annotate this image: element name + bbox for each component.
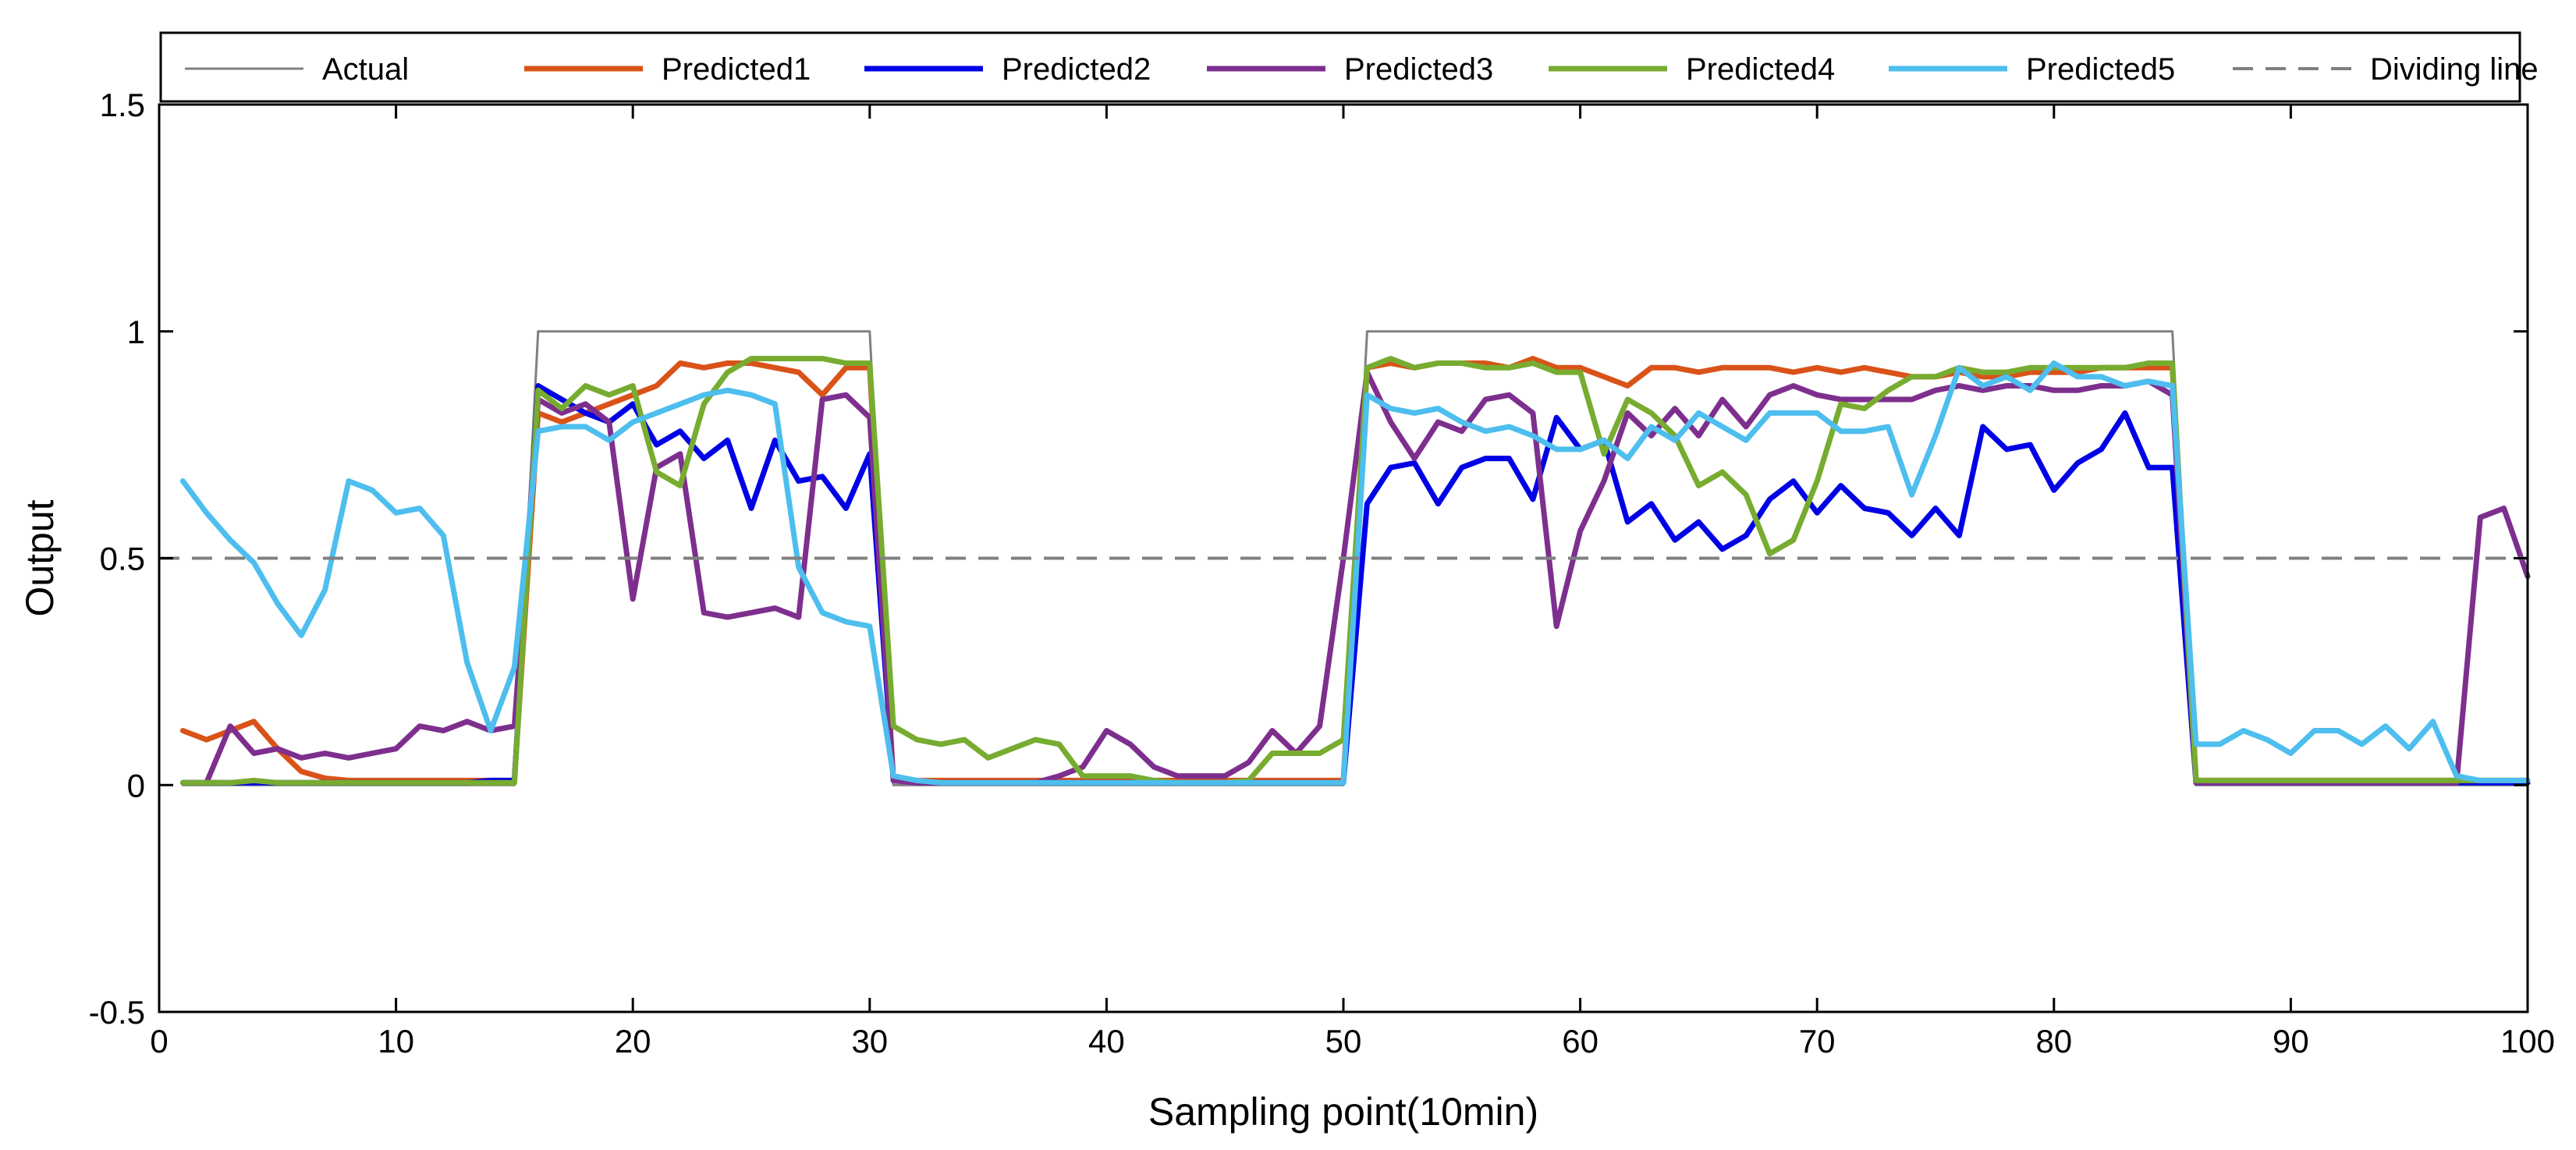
- x-tick-label: 30: [851, 1023, 888, 1059]
- x-tick-label: 90: [2273, 1023, 2309, 1059]
- legend-label-predicted5: Predicted5: [2026, 52, 2175, 87]
- y-tick-label: -0.5: [89, 994, 145, 1031]
- x-tick-label: 80: [2035, 1023, 2072, 1059]
- y-tick-label: 1: [127, 314, 145, 350]
- x-tick-label: 40: [1088, 1023, 1125, 1059]
- y-tick-label: 1.5: [100, 87, 145, 123]
- x-axis-ticks: 0 10 20 30 40 50 60 70 80 90 100: [150, 105, 2555, 1059]
- x-tick-label: 20: [615, 1023, 651, 1059]
- x-tick-label: 100: [2500, 1023, 2555, 1059]
- x-tick-label: 70: [1799, 1023, 1836, 1059]
- x-axis-title: Sampling point(10min): [1148, 1090, 1538, 1134]
- y-axis-title: Output: [18, 499, 62, 616]
- x-tick-label: 10: [378, 1023, 414, 1059]
- legend-label-predicted1: Predicted1: [662, 52, 811, 87]
- series-layer: [159, 330, 2531, 786]
- legend-label-predicted4: Predicted4: [1686, 52, 1835, 87]
- x-tick-label: 50: [1325, 1023, 1362, 1059]
- y-axis-ticks: -0.5 0 0.5 1 1.5: [89, 87, 2528, 1031]
- x-tick-label: 60: [1562, 1023, 1598, 1059]
- legend-label-predicted2: Predicted2: [1002, 52, 1151, 87]
- legend: Actual Predicted1 Predicted2 Predicted3 Pred…: [159, 31, 2539, 103]
- legend-label-actual: Actual: [322, 52, 409, 87]
- legend-label-predicted3: Predicted3: [1344, 52, 1493, 87]
- series-predicted5-line: [179, 360, 2531, 786]
- y-tick-label: 0: [127, 767, 145, 804]
- y-tick-label: 0.5: [100, 541, 145, 577]
- legend-label-dividing-line: Dividing line: [2370, 52, 2539, 87]
- x-tick-label: 0: [150, 1023, 168, 1059]
